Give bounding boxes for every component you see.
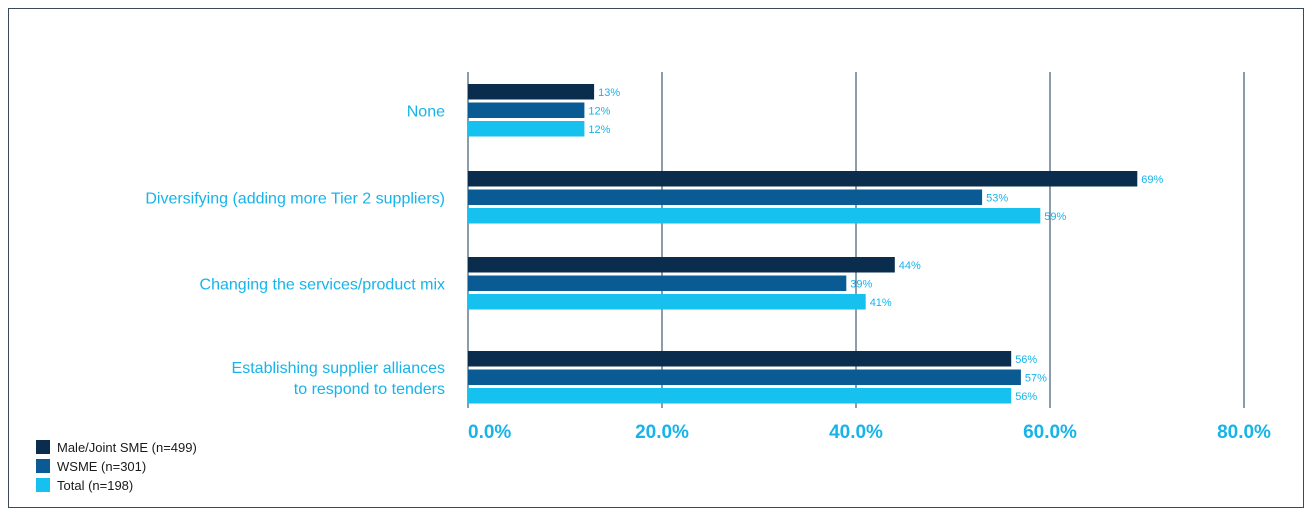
category-label: to respond to tenders	[294, 381, 445, 398]
legend-label: Total (n=198)	[57, 478, 133, 493]
category-label: Diversifying (adding more Tier 2 supplie…	[145, 190, 445, 207]
legend-swatch	[36, 478, 50, 492]
bar	[468, 369, 1021, 385]
data-label: 12%	[588, 124, 610, 136]
legend-swatch	[36, 459, 50, 473]
bar	[468, 102, 585, 118]
data-label: 41%	[870, 297, 892, 309]
data-label: 56%	[1015, 391, 1037, 403]
bar	[468, 275, 847, 291]
legend-label: WSME (n=301)	[57, 459, 146, 474]
x-tick-label: 20.0%	[635, 422, 689, 443]
category-label: Changing the services/product mix	[200, 276, 445, 293]
bar	[468, 388, 1012, 404]
legend-swatch	[36, 440, 50, 454]
category-label: None	[407, 103, 445, 120]
bar	[468, 121, 585, 137]
data-label: 69%	[1141, 174, 1163, 186]
bar	[468, 257, 895, 273]
bar	[468, 189, 983, 205]
x-tick-label: 40.0%	[829, 422, 883, 443]
bar	[468, 351, 1012, 367]
legend-label: Male/Joint SME (n=499)	[57, 440, 197, 455]
data-label: 44%	[899, 260, 921, 272]
data-label: 39%	[850, 278, 872, 290]
x-tick-label: 60.0%	[1023, 422, 1077, 443]
data-label: 53%	[986, 192, 1008, 204]
x-tick-label: 0.0%	[468, 422, 511, 443]
data-label: 56%	[1015, 354, 1037, 366]
x-tick-label: 80.0%	[1217, 422, 1271, 443]
category-label: Establishing supplier alliances	[232, 360, 445, 377]
data-label: 59%	[1044, 211, 1066, 223]
data-label: 13%	[598, 87, 620, 99]
bar	[468, 171, 1138, 187]
bar	[468, 84, 595, 100]
bar	[468, 294, 866, 310]
bar	[468, 208, 1041, 224]
data-label: 57%	[1025, 372, 1047, 384]
data-label: 12%	[588, 105, 610, 117]
